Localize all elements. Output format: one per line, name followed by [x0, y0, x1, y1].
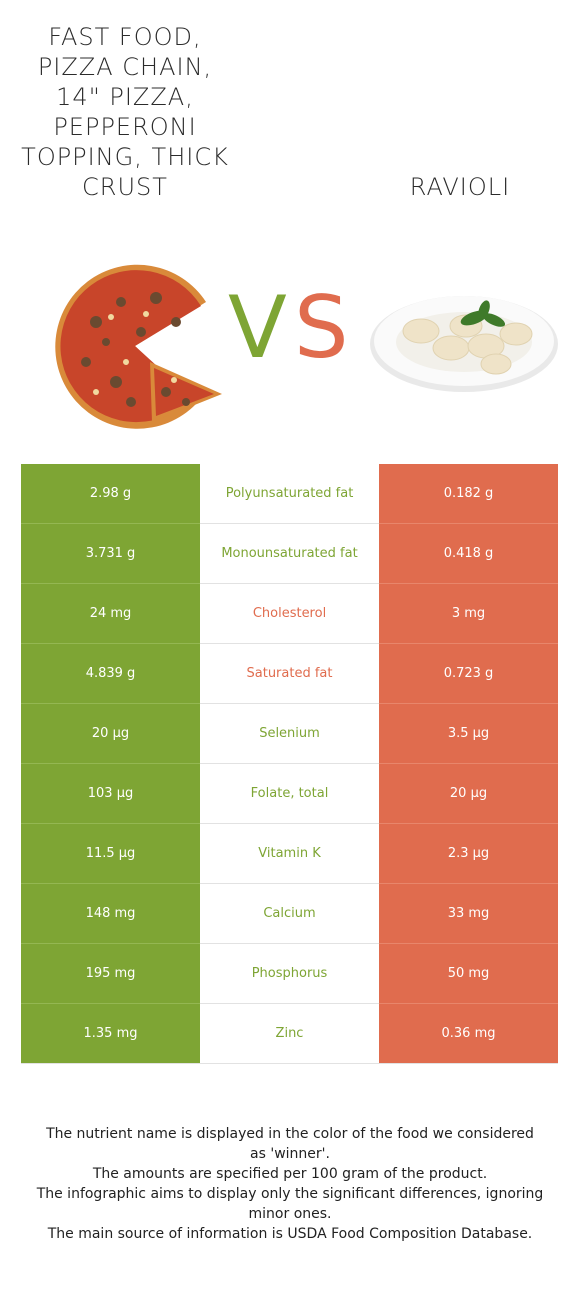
left-value: 148 mg: [21, 884, 200, 944]
left-value: 2.98 g: [21, 464, 200, 524]
right-value: 3 mg: [379, 584, 558, 644]
nutrient-name: Monounsaturated fat: [200, 524, 379, 583]
right-value: 33 mg: [379, 884, 558, 944]
right-value: 0.418 g: [379, 524, 558, 584]
right-value: 20 µg: [379, 764, 558, 824]
left-value: 103 µg: [21, 764, 200, 824]
right-value: 0.182 g: [379, 464, 558, 524]
left-food-title: FAST FOOD, PIZZA CHAIN, 14" PIZZA, PEPPE…: [21, 23, 229, 201]
left-value: 4.839 g: [21, 644, 200, 704]
nutrient-name: Selenium: [200, 704, 379, 763]
vs-label: V S: [228, 278, 358, 378]
left-value: 11.5 µg: [21, 824, 200, 884]
table-row: 1.35 mg Zinc 0.36 mg: [21, 1004, 558, 1064]
nutrient-name: Folate, total: [200, 764, 379, 823]
footer-line-1: The nutrient name is displayed in the co…: [46, 1126, 534, 1162]
table-row: 24 mg Cholesterol 3 mg: [21, 584, 558, 644]
vs-v-letter: V: [228, 278, 287, 378]
footer-notes: The nutrient name is displayed in the co…: [36, 1124, 544, 1244]
nutrient-name: Phosphorus: [200, 944, 379, 1003]
right-value: 50 mg: [379, 944, 558, 1004]
right-value: 2.3 µg: [379, 824, 558, 884]
table-row: 148 mg Calcium 33 mg: [21, 884, 558, 944]
table-row: 2.98 g Polyunsaturated fat 0.182 g: [21, 464, 558, 524]
nutrient-name: Calcium: [200, 884, 379, 943]
left-value: 20 µg: [21, 704, 200, 764]
left-value: 3.731 g: [21, 524, 200, 584]
left-value: 195 mg: [21, 944, 200, 1004]
right-value: 0.723 g: [379, 644, 558, 704]
table-row: 3.731 g Monounsaturated fat 0.418 g: [21, 524, 558, 584]
left-value: 1.35 mg: [21, 1004, 200, 1063]
nutrient-name: Cholesterol: [200, 584, 379, 643]
table-row: 103 µg Folate, total 20 µg: [21, 764, 558, 824]
nutrient-name: Saturated fat: [200, 644, 379, 703]
footer-line-4: The main source of information is USDA F…: [47, 1226, 533, 1242]
nutrient-name: Polyunsaturated fat: [200, 464, 379, 523]
right-value: 3.5 µg: [379, 704, 558, 764]
table-row: 195 mg Phosphorus 50 mg: [21, 944, 558, 1004]
ravioli-image: [370, 296, 558, 392]
nutrient-name: Zinc: [200, 1004, 379, 1063]
right-food-title: RAVIOLI: [409, 173, 511, 201]
table-row: 20 µg Selenium 3.5 µg: [21, 704, 558, 764]
table-row: 11.5 µg Vitamin K 2.3 µg: [21, 824, 558, 884]
pizza-image: [55, 264, 222, 429]
footer-line-2: The amounts are specified per 100 gram o…: [92, 1166, 488, 1182]
right-value: 0.36 mg: [379, 1004, 558, 1063]
nutrient-name: Vitamin K: [200, 824, 379, 883]
left-value: 24 mg: [21, 584, 200, 644]
table-row: 4.839 g Saturated fat 0.723 g: [21, 644, 558, 704]
vs-s-letter: S: [294, 278, 349, 378]
footer-line-3: The infographic aims to display only the…: [36, 1186, 544, 1222]
